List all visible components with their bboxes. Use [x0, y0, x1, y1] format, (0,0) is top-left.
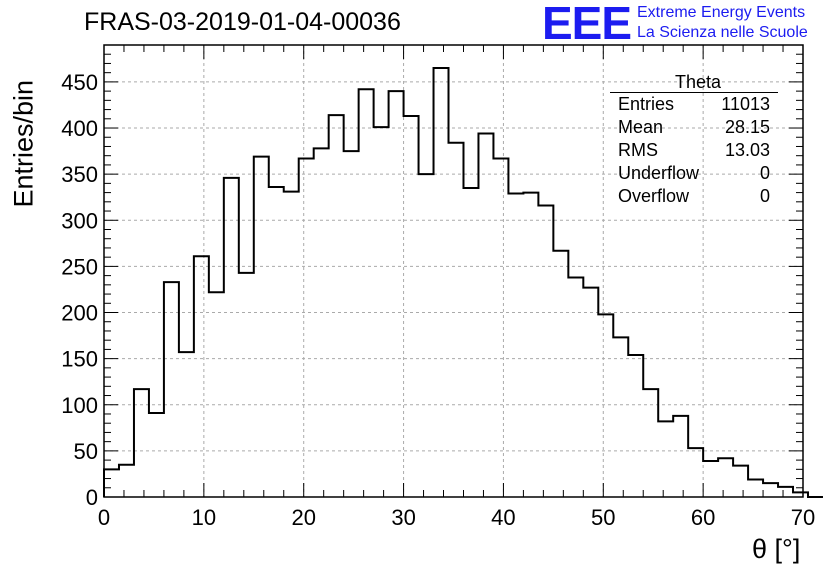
histogram-bin: [194, 256, 209, 497]
histogram-bin: [628, 355, 643, 497]
y-tick-label: 250: [61, 254, 98, 279]
stats-value: 28.15: [724, 117, 770, 137]
histogram-outline: [103, 67, 823, 498]
stats-box: Theta Entries 11013 Mean 28.15 RMS 13.03 Un…: [610, 72, 778, 208]
histogram-bin: [254, 157, 269, 497]
histogram-bin: [463, 188, 478, 497]
x-tick-label: 60: [691, 505, 715, 530]
histogram-bin: [688, 448, 703, 497]
histogram-bin: [748, 479, 763, 497]
histogram-bin: [643, 389, 658, 497]
histogram-bin: [224, 178, 239, 497]
x-tick-label: 20: [291, 505, 315, 530]
histogram-bin: [658, 421, 673, 497]
x-tick-label: 10: [192, 505, 216, 530]
x-tick-label: 50: [591, 505, 615, 530]
histogram-bin: [568, 277, 583, 497]
histogram-bin: [703, 461, 718, 497]
histogram-bin: [449, 143, 464, 497]
stats-key: RMS: [618, 140, 658, 160]
x-tick-label: 70: [791, 505, 815, 530]
histogram-bin: [419, 174, 434, 497]
stats-row-overflow: Overflow 0: [610, 185, 778, 208]
plot-frame: [103, 44, 804, 498]
histogram-bin: [284, 192, 299, 497]
stats-value: 0: [759, 163, 770, 183]
histogram-bin: [344, 151, 359, 497]
histogram-bin: [164, 282, 179, 497]
histogram-bin: [179, 352, 194, 497]
histogram-bin: [134, 389, 149, 497]
histogram-bin: [553, 251, 568, 497]
histogram-bin: [733, 466, 748, 497]
histogram-bin: [778, 487, 793, 497]
y-tick-label: 300: [61, 208, 98, 233]
y-axis-label: Entries/bin: [8, 79, 39, 208]
y-tick-label: 200: [61, 301, 98, 326]
histogram-bin: [269, 187, 284, 497]
histogram-bin: [508, 194, 523, 497]
histogram-bin: [434, 68, 449, 497]
histogram-bin: [598, 314, 613, 497]
y-tick-label: 100: [61, 393, 98, 418]
histogram-bin: [359, 89, 374, 497]
stats-key: Mean: [618, 117, 664, 137]
histogram-bin: [478, 134, 493, 497]
histogram-bin: [523, 193, 538, 497]
histogram-bin: [673, 416, 688, 497]
y-tick-label: 0: [86, 485, 98, 510]
histogram-bin: [493, 158, 508, 497]
logo-line-2: La Scienza nelle Scuole: [637, 24, 808, 41]
y-tick-label: 50: [74, 439, 98, 464]
stats-value: 0: [759, 186, 770, 206]
histogram-bin: [718, 458, 733, 497]
histogram-bin: [209, 292, 224, 497]
y-tick-label: 150: [61, 347, 98, 372]
logo-line-1: Extreme Energy Events: [637, 4, 806, 21]
stats-key: Overflow: [618, 186, 690, 206]
histogram-bin: [374, 127, 389, 497]
eee-logo: EEE: [542, 0, 632, 49]
stats-row-entries: Entries 11013: [610, 93, 778, 116]
x-tick-label: 0: [98, 505, 110, 530]
histogram-bin: [613, 337, 628, 497]
y-tick-label: 350: [61, 162, 98, 187]
x-axis-label: θ [°]: [752, 534, 801, 564]
histogram-bin: [329, 115, 344, 497]
stats-value: 13.03: [724, 140, 770, 160]
histogram-bin: [239, 273, 254, 497]
stats-row-mean: Mean 28.15: [610, 116, 778, 139]
histogram-bin: [104, 469, 119, 497]
histogram-bin: [583, 288, 598, 497]
x-tick-label: 40: [491, 505, 515, 530]
stats-value: 11013: [721, 94, 770, 114]
histogram-bin: [299, 158, 314, 497]
histogram-bin: [793, 492, 808, 497]
y-tick-label: 400: [61, 116, 98, 141]
histogram-bin: [149, 413, 164, 497]
stats-key: Entries: [618, 94, 675, 114]
histogram-bin: [314, 148, 329, 497]
stats-row-underflow: Underflow 0: [610, 162, 778, 185]
y-tick-label: 450: [61, 70, 98, 95]
stats-row-rms: RMS 13.03: [610, 139, 778, 162]
histogram-bin: [119, 465, 134, 497]
histogram-bin: [538, 206, 553, 497]
histogram-bin: [389, 91, 404, 497]
stats-key: Underflow: [618, 163, 700, 183]
stats-title: Theta: [610, 72, 778, 93]
histogram-bin: [404, 116, 419, 497]
x-tick-label: 30: [391, 505, 415, 530]
histogram-bin: [763, 483, 778, 497]
chart-title: FRAS-03-2019-01-04-00036: [84, 8, 401, 36]
